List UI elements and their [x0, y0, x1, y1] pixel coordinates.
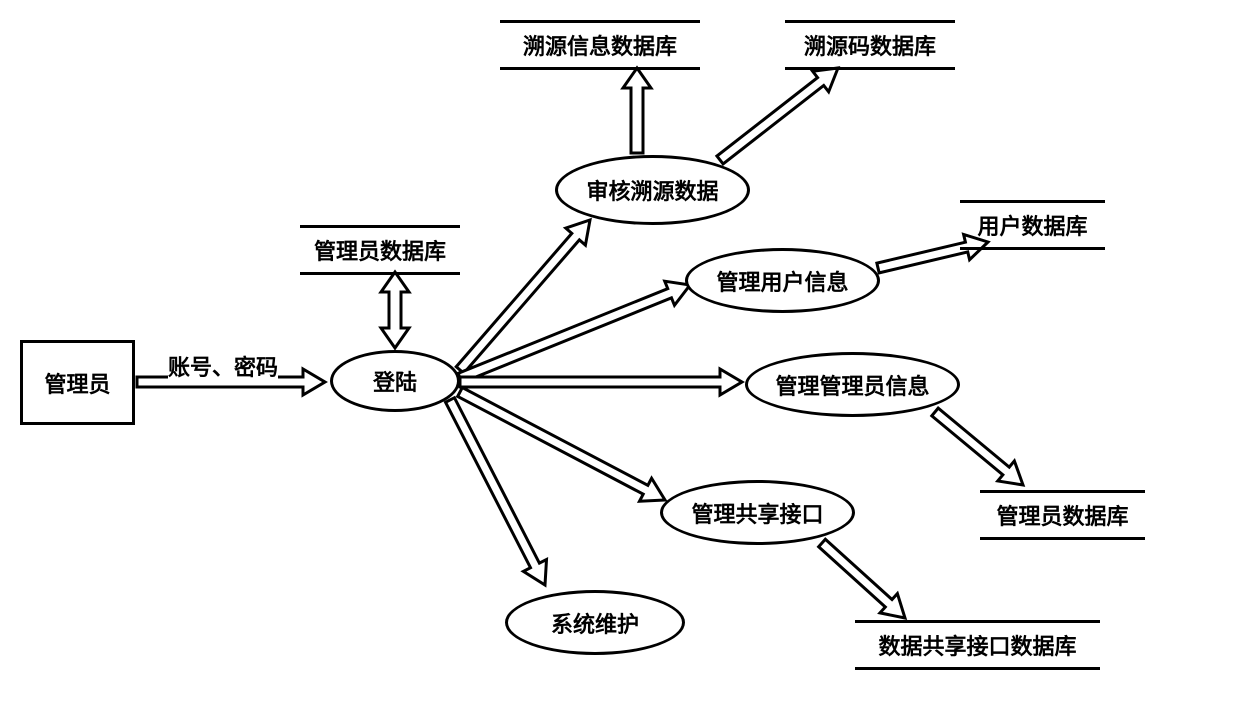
node-login-label: 登陆 — [373, 365, 417, 397]
node-admin-label: 管理员 — [44, 367, 110, 399]
node-trace-code-db: 溯源码数据库 — [785, 20, 955, 70]
node-manage-share-label: 管理共享接口 — [691, 497, 823, 529]
edge-label-credentials: 账号、密码 — [168, 350, 278, 382]
node-trace-code-db-label: 溯源码数据库 — [804, 29, 936, 61]
node-admin: 管理员 — [20, 340, 135, 425]
node-trace-info-db-label: 溯源信息数据库 — [523, 29, 677, 61]
node-admin-db-right-label: 管理员数据库 — [996, 499, 1128, 531]
node-admin-db-top: 管理员数据库 — [300, 225, 460, 275]
node-audit: 审核溯源数据 — [555, 155, 750, 225]
node-login: 登陆 — [330, 350, 460, 412]
node-sys-maint-label: 系统维护 — [551, 607, 639, 639]
node-manage-admin-label: 管理管理员信息 — [775, 369, 929, 401]
node-share-db-label: 数据共享接口数据库 — [878, 629, 1076, 661]
node-share-db: 数据共享接口数据库 — [855, 620, 1100, 670]
node-user-db: 用户数据库 — [960, 200, 1105, 250]
node-manage-user: 管理用户信息 — [685, 248, 880, 313]
node-audit-label: 审核溯源数据 — [586, 174, 718, 206]
node-admin-db-top-label: 管理员数据库 — [314, 234, 446, 266]
node-admin-db-right: 管理员数据库 — [980, 490, 1145, 540]
edge-label-credentials-text: 账号、密码 — [168, 355, 278, 380]
node-manage-share: 管理共享接口 — [660, 480, 855, 545]
node-sys-maint: 系统维护 — [505, 590, 685, 655]
node-user-db-label: 用户数据库 — [977, 209, 1087, 241]
node-manage-admin: 管理管理员信息 — [745, 352, 960, 417]
node-manage-user-label: 管理用户信息 — [716, 265, 848, 297]
node-trace-info-db: 溯源信息数据库 — [500, 20, 700, 70]
